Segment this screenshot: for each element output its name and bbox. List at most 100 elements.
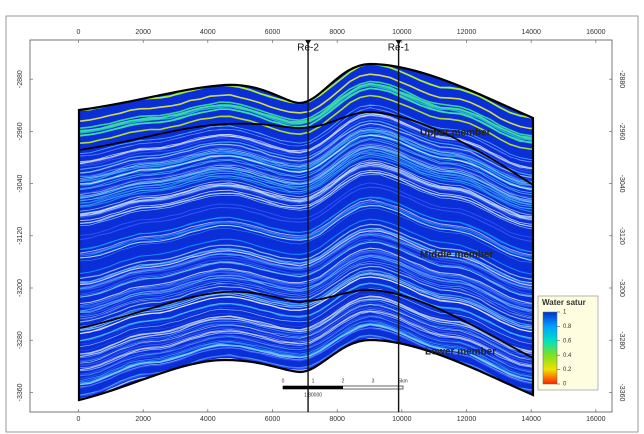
stripe: [79, 151, 533, 207]
zone-label: Lower member: [425, 347, 496, 358]
stripe: [79, 87, 533, 144]
stripe: [79, 232, 533, 289]
stripe: [79, 298, 533, 358]
colorbar: Water satur: [537, 295, 599, 391]
stripe: [79, 150, 533, 206]
stripe: [79, 169, 533, 225]
x-tick-label-bottom: 10000: [392, 416, 412, 423]
colorbar-ramp: [542, 311, 558, 385]
stripe: [79, 322, 533, 383]
upper-boundary: [78, 111, 534, 186]
stripe: [79, 310, 533, 371]
stripe: [79, 138, 533, 196]
stripe: [79, 233, 533, 290]
y-tick-label-right: -3040: [618, 175, 625, 193]
lower-boundary: [78, 289, 534, 359]
scale-bar-fill: [283, 386, 343, 389]
stripe: [79, 247, 533, 305]
stripe: [79, 295, 533, 355]
stripe: [79, 251, 533, 309]
stripe: [79, 137, 533, 194]
scale-label: 2: [342, 378, 345, 384]
scale-bar-outline: [282, 385, 404, 390]
colorbar-tick-label: 1: [563, 310, 567, 316]
stripe: [79, 146, 533, 202]
stripe: [79, 156, 533, 213]
scale-ratio: 1:80000: [304, 392, 322, 398]
colorbar-tick-label: 0.8: [563, 324, 572, 330]
scale-bar: 0 1 2 3 5km 1:80000: [282, 378, 408, 398]
stripe: [79, 276, 533, 335]
y-tick-label-left: -2960: [17, 122, 24, 140]
scale-label: 5km: [398, 378, 407, 384]
x-tick-label-bottom: 16000: [586, 416, 606, 423]
stripe: [79, 255, 533, 314]
x-tick-label-top: 16000: [586, 29, 606, 36]
colorbar-tick-label: 0.6: [563, 338, 572, 344]
x-tick-label-top: 10000: [392, 29, 412, 36]
stripe: [79, 241, 533, 298]
stripe: [79, 234, 533, 292]
stripe: [79, 114, 533, 169]
x-tick-label-top: 12000: [457, 29, 477, 36]
x-tick-label-bottom: 12000: [457, 416, 477, 423]
y-tick-label-left: -3280: [17, 331, 24, 349]
stripe: [79, 273, 533, 332]
stripe: [79, 282, 533, 341]
y-tick-label-left: -2880: [17, 70, 24, 88]
stripe: [79, 166, 533, 221]
stripe: [79, 204, 533, 260]
x-tick-label-top: 0: [77, 29, 81, 36]
stripe: [79, 82, 533, 140]
x-tick-label-bottom: 0: [77, 416, 81, 423]
stripe: [79, 323, 533, 384]
x-tick-label-top: 6000: [265, 29, 281, 36]
stripe: [79, 250, 533, 308]
x-tick-label-top: 2000: [135, 29, 151, 36]
y-tick-label-right: -2960: [618, 122, 625, 140]
well-label: Re-2: [297, 43, 319, 54]
y-tick-label-right: -3120: [618, 227, 625, 245]
colorbar-tick-label: 0.2: [563, 367, 572, 373]
stripe: [79, 301, 533, 361]
stripe: [79, 145, 533, 201]
stripe: [79, 130, 533, 187]
stripe: [79, 250, 533, 307]
stripe: [79, 117, 533, 173]
stripe: [79, 260, 533, 318]
stripe: [79, 254, 533, 312]
zone-label: Middle member: [420, 250, 493, 261]
x-tick-label-bottom: 2000: [135, 416, 151, 423]
colorbar-title: Water satur: [542, 298, 586, 307]
scale-label: 0: [282, 378, 285, 384]
stripe: [79, 134, 533, 190]
stripe: [79, 308, 533, 369]
stripe: [79, 299, 533, 359]
stripe: [79, 315, 533, 375]
stripe: [79, 207, 533, 264]
stripe: [79, 263, 533, 320]
x-tick-label-top: 8000: [329, 29, 345, 36]
stripe: [79, 112, 533, 169]
stripe: [79, 171, 533, 227]
model-body: [79, 64, 533, 400]
y-tick-label-left: -3120: [17, 227, 24, 245]
stripe: [79, 296, 533, 355]
stripe: [79, 304, 533, 364]
stripe: [79, 129, 533, 186]
colorbar-tick-label: 0: [563, 382, 567, 388]
scale-label: 3: [372, 378, 375, 384]
y-tick-label-right: -3200: [618, 279, 625, 297]
stripe: [79, 107, 533, 163]
stripe: [79, 240, 533, 297]
stripe: [79, 153, 533, 210]
stripe: [79, 258, 533, 317]
stripe: [79, 256, 533, 313]
stripe: [79, 230, 533, 287]
stripe: [79, 164, 533, 221]
stripe: [79, 227, 533, 284]
x-tick-label-top: 4000: [200, 29, 216, 36]
stripe: [79, 327, 533, 389]
y-tick-label-left: -3200: [17, 279, 24, 297]
